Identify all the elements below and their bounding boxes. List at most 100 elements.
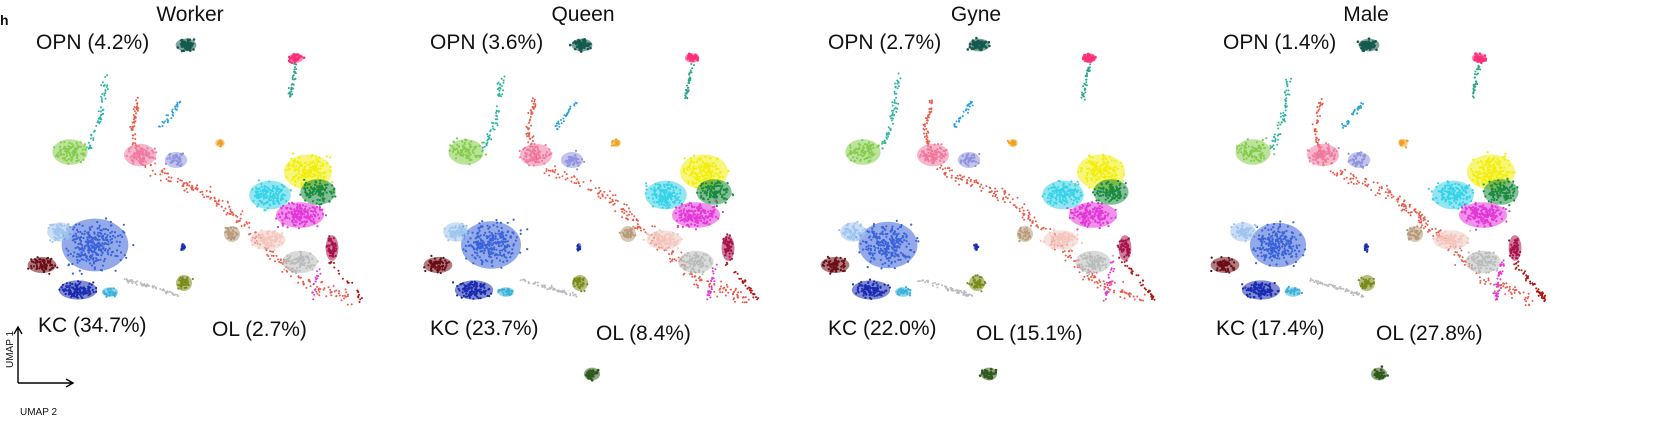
cluster-small-blue <box>180 243 187 251</box>
ol-label: OL (27.8%) <box>1376 322 1483 345</box>
cluster-lavender <box>164 152 188 168</box>
umap-panel-worker <box>27 38 363 306</box>
kc-cluster-darkblue <box>851 278 892 300</box>
opn-teal-tail <box>1471 64 1482 99</box>
cluster-gray <box>282 250 319 274</box>
opn-cluster <box>569 38 593 53</box>
cluster-green <box>696 179 735 208</box>
umap-panel-gyne <box>820 36 1156 381</box>
cluster-orange <box>1398 139 1409 149</box>
kc-label: KC (17.4%) <box>1216 317 1325 340</box>
opn-label: OPN (3.6%) <box>430 31 544 54</box>
branch-teal <box>85 74 109 150</box>
branch-teal <box>1269 77 1293 150</box>
opn-cluster <box>175 38 197 53</box>
cluster-pink <box>518 142 553 167</box>
cluster-olive <box>1357 275 1375 291</box>
cluster-cyan <box>1041 179 1084 210</box>
cluster-pink <box>1306 142 1340 167</box>
cluster-magenta <box>672 199 725 231</box>
kc-label: KC (34.7%) <box>38 314 147 337</box>
trunk-red <box>936 164 1146 302</box>
ol-label: OL (2.7%) <box>212 318 307 341</box>
ol-tail-magenta <box>706 263 718 301</box>
umap-panel-male <box>1210 37 1547 381</box>
kc-cluster-maroon <box>820 255 850 275</box>
kc-cluster-darkblue <box>58 280 98 300</box>
branch-teal <box>881 72 902 150</box>
panel-title: Gyne <box>950 3 1002 26</box>
branch-teal <box>481 75 506 152</box>
cluster-gray <box>678 250 714 276</box>
kc-cluster-blue <box>61 217 135 275</box>
kc-cluster-lightblue <box>838 220 867 242</box>
opn-label: OPN (1.4%) <box>1223 31 1337 54</box>
cluster-green <box>1091 179 1129 205</box>
kc-cluster-lightblue <box>443 222 472 242</box>
cluster-tan <box>224 226 240 242</box>
cluster-magenta <box>1066 201 1117 231</box>
kc-cluster-maroon <box>423 254 453 275</box>
cluster-magenta <box>1459 201 1511 231</box>
opn-teal-tail <box>287 62 298 98</box>
kc-bridge <box>519 278 578 298</box>
cluster-pink <box>917 143 949 167</box>
ol-isolated-cluster <box>584 367 600 382</box>
cluster-crimson <box>1116 235 1132 262</box>
kc-cluster-darkblue <box>451 280 494 300</box>
ol-tail-magenta <box>1492 259 1505 301</box>
cluster-tan <box>1406 225 1425 242</box>
branch-blue <box>1341 102 1364 129</box>
branch-blue <box>953 100 974 128</box>
ol-tail-red <box>328 261 363 303</box>
kc-cluster-maroon <box>27 256 59 275</box>
ol-tail-magenta <box>311 268 322 301</box>
panel-title: Queen <box>551 3 615 26</box>
cluster-pink <box>124 143 158 167</box>
branch-blue <box>158 100 182 128</box>
cluster-crimson <box>325 235 339 261</box>
kc-cluster-cyan <box>497 287 514 297</box>
cluster-lavender <box>957 152 981 168</box>
cluster-orange <box>610 138 621 147</box>
kc-cluster-darkblue <box>1241 280 1281 300</box>
panel-title: Worker <box>156 3 224 26</box>
kc-cluster-cyan <box>1284 285 1304 297</box>
ol-label: OL (8.4%) <box>596 322 691 345</box>
cluster-magenta <box>275 201 328 230</box>
opn-teal-tail <box>1080 63 1092 101</box>
kc-cluster-blue <box>460 218 529 269</box>
cluster-crimson <box>1508 235 1522 263</box>
cluster-lightpink <box>642 229 683 251</box>
umap1-axis-label: UMAP 1 <box>5 330 16 368</box>
cluster-tan <box>618 225 637 242</box>
cluster-gray <box>1465 250 1501 274</box>
opn-pink-cluster <box>1081 52 1097 63</box>
kc-label: KC (22.0%) <box>828 317 937 340</box>
cluster-gray <box>1075 250 1115 276</box>
umap2-axis-label: UMAP 2 <box>20 407 58 418</box>
cluster-lightgreen <box>52 139 88 165</box>
opn-cluster <box>966 36 991 52</box>
cluster-lightpink <box>1039 229 1083 251</box>
cluster-yellow <box>1467 151 1516 193</box>
kc-cluster-maroon <box>1210 256 1240 274</box>
cluster-crimson <box>721 233 735 261</box>
panel-title: Male <box>1343 3 1389 26</box>
cluster-cyan <box>249 179 292 212</box>
opn-pink-cluster <box>287 52 306 65</box>
cluster-lavender <box>1347 151 1371 169</box>
cluster-green <box>299 178 337 206</box>
ol-isolated-cluster <box>978 367 998 381</box>
ol-label: OL (15.1%) <box>976 322 1083 345</box>
kc-bridge <box>1309 277 1365 298</box>
ol-isolated-cluster <box>1371 365 1389 381</box>
cluster-cyan <box>644 180 687 210</box>
opn-pink-cluster <box>684 52 700 63</box>
opn-cluster <box>1356 37 1380 52</box>
cluster-green <box>1482 177 1519 207</box>
cluster-olive <box>572 275 589 293</box>
cluster-lightgreen <box>448 137 487 166</box>
